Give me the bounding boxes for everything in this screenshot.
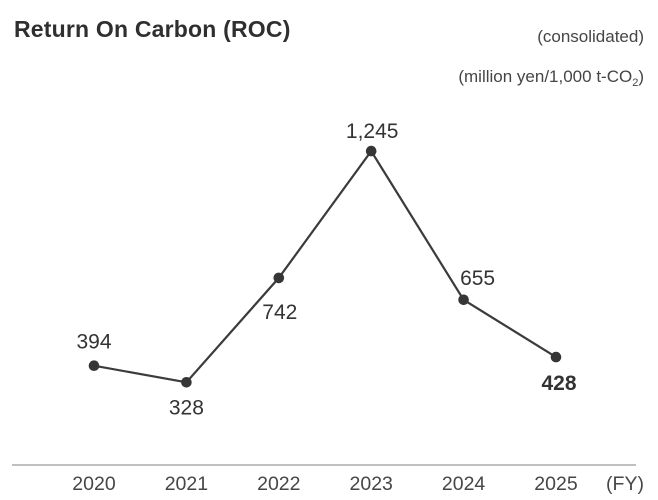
x-tick-label: 2022 (257, 473, 300, 495)
x-tick-label: 2021 (165, 473, 208, 495)
data-point (273, 272, 285, 284)
x-axis-unit-label: (FY) (606, 473, 644, 495)
value-label: 428 (541, 372, 576, 395)
data-point (550, 351, 562, 363)
value-label: 1,245 (346, 120, 399, 143)
data-point (88, 360, 100, 372)
value-label: 655 (460, 267, 495, 290)
unit-note-close: ) (638, 67, 644, 86)
unit-note-text: (million yen/1,000 t-CO (458, 67, 633, 86)
x-tick-label: 2025 (534, 473, 578, 495)
data-point (181, 377, 192, 388)
data-point (458, 294, 469, 306)
scope-note: (consolidated) (537, 27, 644, 46)
x-tick-label: 2020 (72, 473, 116, 495)
x-tick-label: 2024 (442, 473, 486, 495)
unit-note-subscript: 2 (632, 77, 639, 89)
unit-note: (million yen/1,000 t-CO2) (458, 67, 644, 89)
chart-title: Return On Carbon (ROC) (14, 16, 291, 42)
value-label: 394 (76, 331, 111, 354)
data-point (365, 145, 377, 157)
trend-line (93, 149, 557, 384)
x-tick-label: 2023 (350, 473, 393, 495)
value-label: 742 (262, 301, 297, 324)
value-label: 328 (169, 396, 204, 419)
